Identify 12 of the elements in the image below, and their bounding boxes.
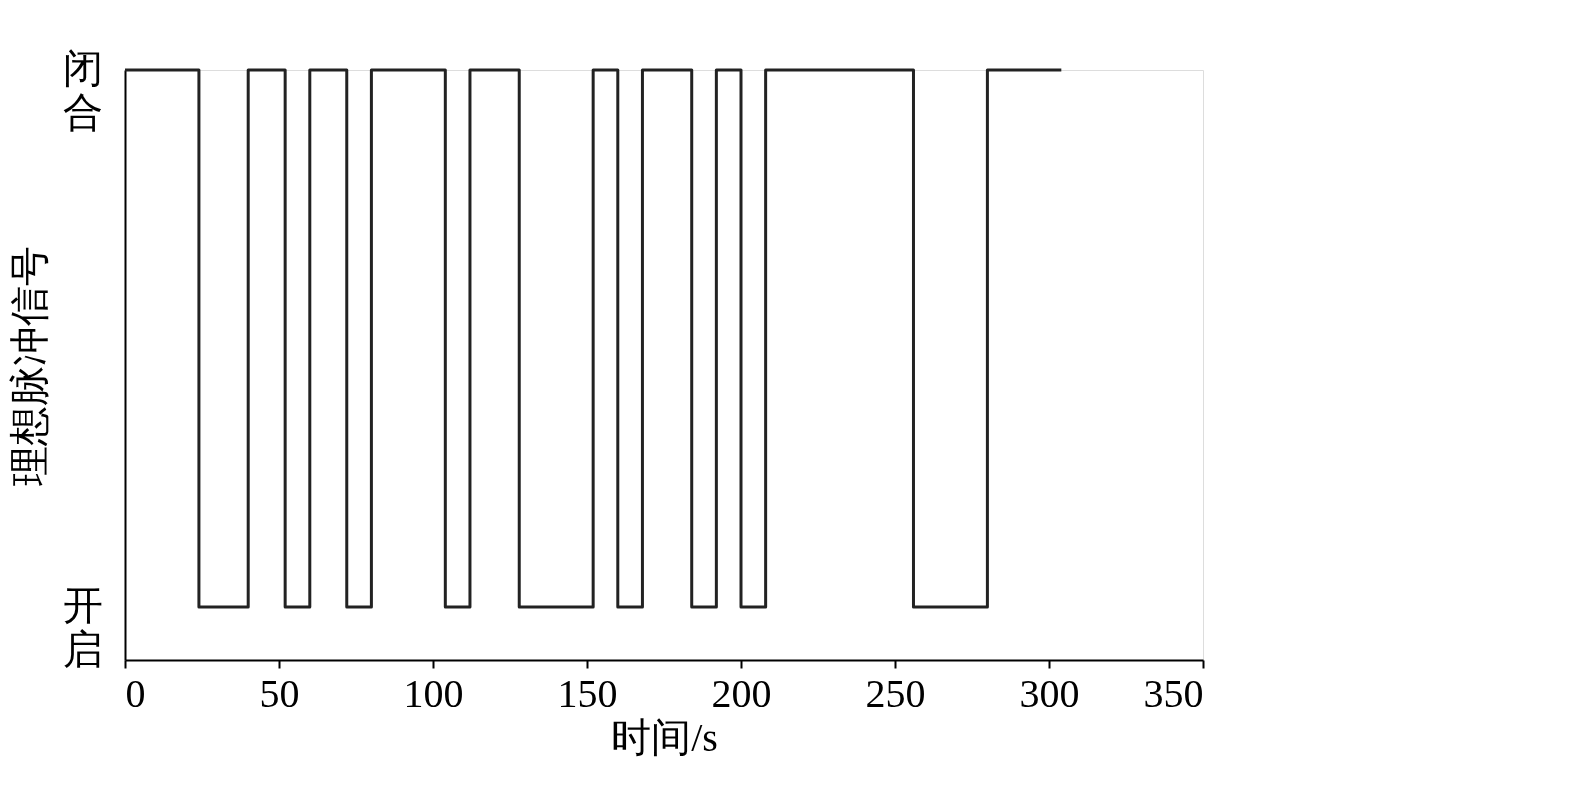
x-tick-label: 50 bbox=[259, 670, 300, 716]
text: 闭合 bbox=[63, 46, 103, 135]
text: 开启 bbox=[63, 582, 103, 672]
x-tick-label: 250 bbox=[865, 670, 926, 716]
x-tick-label: 300 bbox=[1019, 670, 1080, 716]
y-axis-title: 理想脉冲信号 bbox=[6, 245, 52, 486]
x-tick-label: 100 bbox=[403, 670, 464, 716]
x-tick-label: 0 bbox=[125, 670, 146, 716]
x-tick-label: 350 bbox=[1143, 670, 1204, 716]
x-tick-label: 200 bbox=[711, 670, 772, 716]
x-tick-label: 150 bbox=[557, 670, 618, 716]
x-axis-title: 时间/s bbox=[611, 714, 718, 760]
